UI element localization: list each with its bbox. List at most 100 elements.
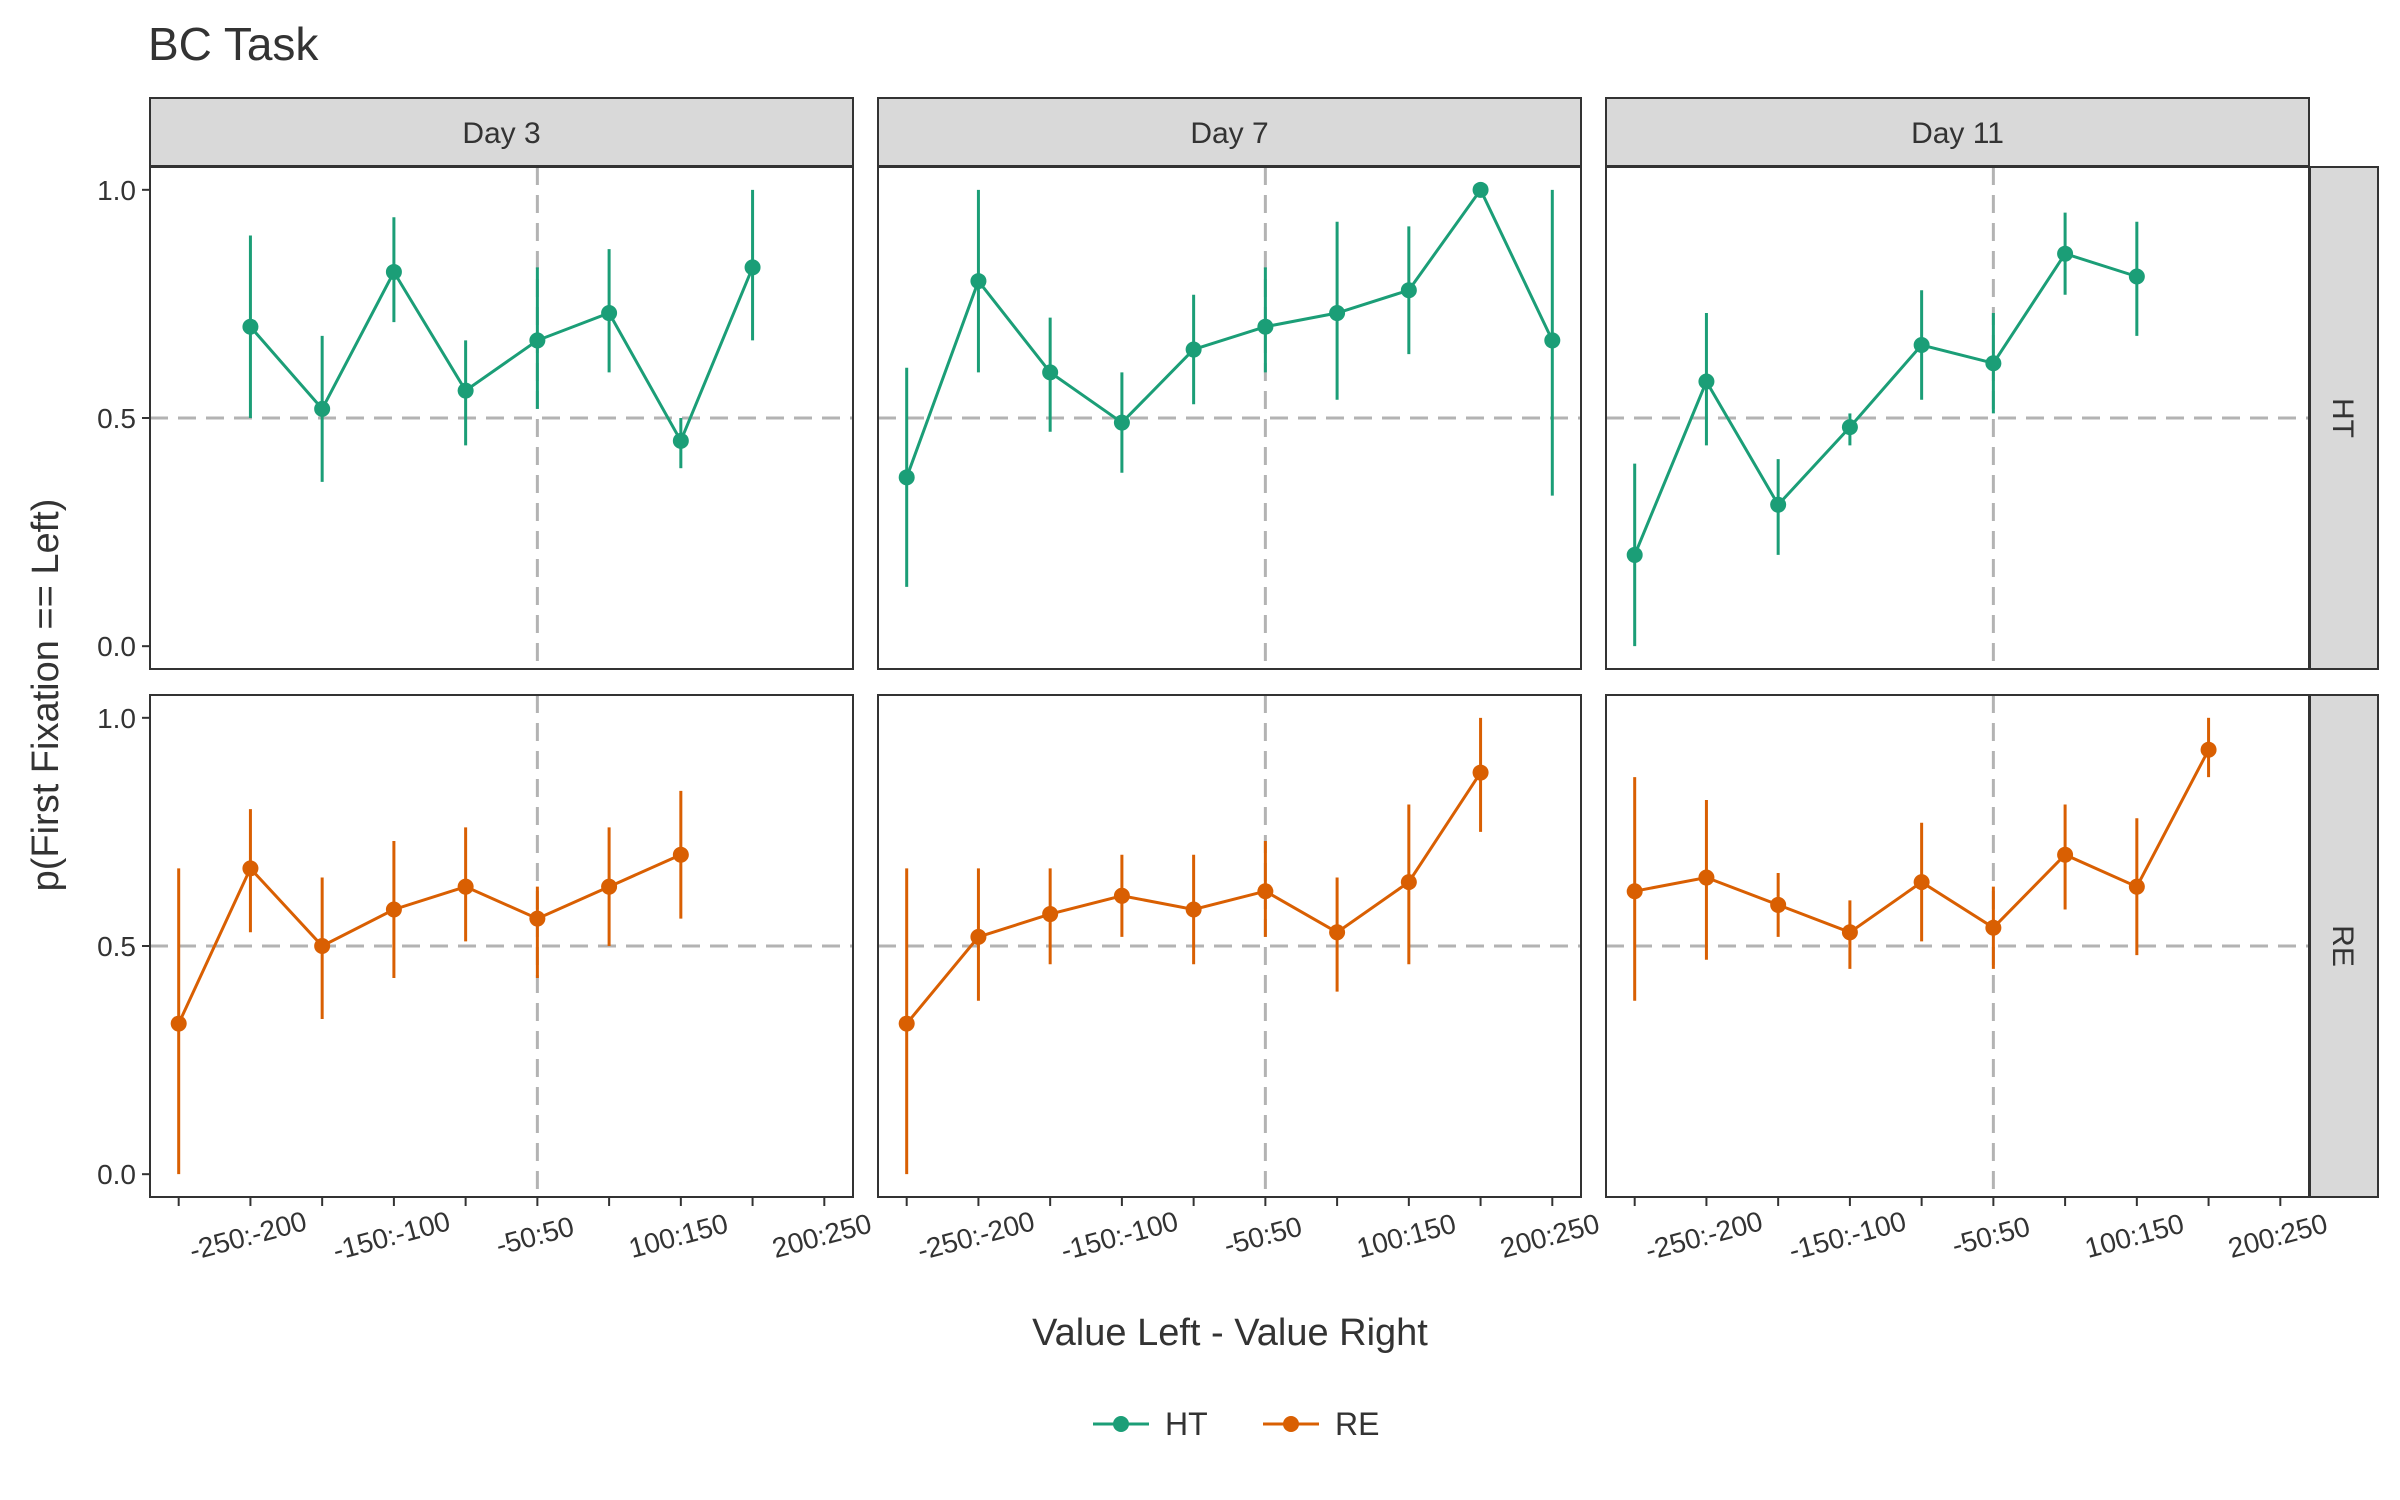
x-tick-label: 100:150 <box>2081 1208 2187 1264</box>
data-point <box>457 878 474 895</box>
x-axis-label: Value Left - Value Right <box>1032 1312 1428 1354</box>
series-line <box>177 853 682 1025</box>
chart-title: BC Task <box>148 18 319 70</box>
y-tick-label: 1.0 <box>97 175 136 206</box>
data-point <box>1472 181 1489 198</box>
x-tick-label: -50:50 <box>1221 1211 1306 1261</box>
data-point <box>1913 336 1930 353</box>
legend-key-point <box>1283 1416 1299 1432</box>
column-strip <box>877 97 1582 167</box>
row-strip <box>2309 694 2379 1198</box>
data-point <box>242 318 259 335</box>
data-point <box>529 332 546 349</box>
row-strip <box>2309 166 2379 670</box>
x-tick-label: 200:250 <box>769 1208 875 1264</box>
panel <box>1605 166 2310 670</box>
x-tick-label: 200:250 <box>2225 1208 2331 1264</box>
x-tick-label: 200:250 <box>1497 1208 1603 1264</box>
column-strip-label: Day 3 <box>462 117 540 150</box>
data-point <box>1185 901 1202 918</box>
data-point <box>1329 924 1346 941</box>
data-point <box>1841 924 1858 941</box>
data-point <box>1329 305 1346 322</box>
panel-border <box>1605 694 2310 1198</box>
data-point <box>1770 496 1787 513</box>
data-point <box>898 1015 915 1032</box>
data-point <box>1257 318 1274 335</box>
data-point <box>970 928 987 945</box>
panel <box>149 694 854 1198</box>
data-point <box>457 382 474 399</box>
data-point <box>2128 268 2145 285</box>
x-tick-label: -250:-200 <box>914 1205 1038 1266</box>
data-point <box>1400 282 1417 299</box>
data-point <box>2057 846 2074 863</box>
data-point <box>170 1015 187 1032</box>
panel-border <box>877 166 1582 670</box>
x-tick-label: 100:150 <box>1353 1208 1459 1264</box>
data-point <box>672 846 689 863</box>
legend-key-point <box>1113 1416 1129 1432</box>
data-point <box>1698 373 1715 390</box>
data-point <box>1113 887 1130 904</box>
row-strip-label: HT <box>2326 398 2359 438</box>
series-line <box>1633 251 2138 556</box>
data-point <box>1113 414 1130 431</box>
panel-border <box>877 694 1582 1198</box>
data-point <box>898 469 915 486</box>
panel <box>149 166 854 670</box>
data-point <box>1400 874 1417 891</box>
panel-border <box>1605 166 2310 670</box>
data-point <box>1042 906 1059 923</box>
data-point <box>314 400 331 417</box>
y-tick-label: 0.0 <box>97 1159 136 1190</box>
data-point <box>1042 364 1059 381</box>
data-point <box>2057 245 2074 262</box>
x-tick-label: -150:-100 <box>1058 1205 1182 1266</box>
data-point <box>1770 896 1787 913</box>
legend: HT RE <box>1093 1406 1379 1442</box>
data-point <box>2128 878 2145 895</box>
data-point <box>1472 764 1489 781</box>
data-point <box>970 273 987 290</box>
series-line <box>249 266 754 445</box>
x-tick-label: -150:-100 <box>330 1205 454 1266</box>
data-point <box>529 910 546 927</box>
series-line <box>905 186 1554 478</box>
data-point <box>1185 341 1202 358</box>
x-tick-label: 100:150 <box>625 1208 731 1264</box>
x-tick-label: -50:50 <box>493 1211 578 1261</box>
data-point <box>242 860 259 877</box>
y-tick-label: 0.5 <box>97 931 136 962</box>
panel <box>877 166 1582 670</box>
x-tick-label: -150:-100 <box>1786 1205 1910 1266</box>
column-strip-label: Day 11 <box>1911 117 2004 150</box>
data-point <box>1544 332 1561 349</box>
panel <box>877 694 1582 1198</box>
data-point <box>314 938 331 954</box>
y-tick-label: 0.5 <box>97 403 136 434</box>
data-point <box>601 305 618 322</box>
data-point <box>2200 741 2217 758</box>
panel <box>1605 694 2310 1198</box>
x-tick-label: -250:-200 <box>1642 1205 1766 1266</box>
data-point <box>672 432 689 449</box>
data-point <box>1985 355 2002 372</box>
data-point <box>1841 419 1858 436</box>
data-point <box>385 263 402 280</box>
data-point <box>1913 874 1930 891</box>
data-point <box>744 259 761 276</box>
data-point <box>601 878 618 895</box>
column-strip-label: Day 7 <box>1190 117 1268 150</box>
data-point <box>385 901 402 918</box>
data-point <box>1257 883 1274 900</box>
column-strip <box>1605 97 2310 167</box>
data-point <box>1698 869 1715 886</box>
y-axis-label: p(First Fixation == Left) <box>25 499 67 892</box>
row-strip-label: RE <box>2326 925 2359 967</box>
data-point <box>1626 883 1643 900</box>
y-tick-label: 1.0 <box>97 703 136 734</box>
data-point <box>1626 546 1643 563</box>
column-strip <box>149 97 854 167</box>
